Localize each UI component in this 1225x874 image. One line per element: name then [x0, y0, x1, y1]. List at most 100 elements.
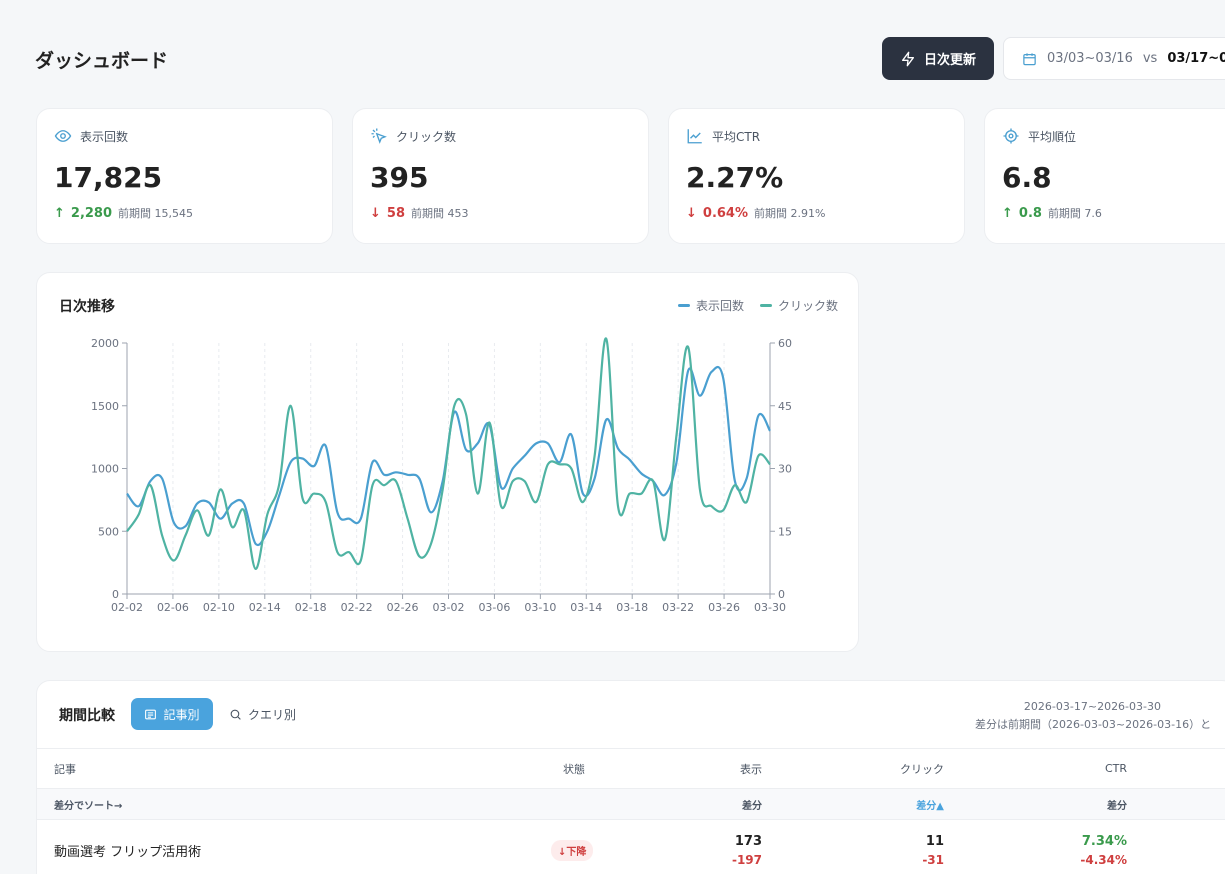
page-title: ダッシュボード [35, 50, 169, 72]
kpi-value: 6.8 [1002, 161, 1052, 194]
kpi-label: 平均CTR [712, 129, 761, 144]
x-tick-label: 03-26 [708, 601, 740, 614]
legend-swatch-impressions [677, 304, 690, 307]
table-date-range: 2026-03-17~2026-03-30 差分は前期間（2026-03-03~… [975, 698, 1225, 734]
kpi-delta: 58 [386, 205, 405, 221]
kpi-value: 395 [370, 161, 429, 194]
lightning-icon [901, 51, 914, 66]
cursor-click-icon [371, 128, 387, 144]
x-tick-label: 03-30 [754, 601, 786, 614]
table-subheader-row: 差分でソート→ 差分 差分▲ 差分 [37, 788, 1225, 820]
chart-legend: 表示回数 クリック数 [677, 297, 838, 314]
col-article[interactable]: 記事 [54, 762, 76, 776]
sort-impressions-diff[interactable]: 差分 [742, 800, 762, 812]
series-line-clicks [126, 337, 771, 571]
legend-swatch-clicks [759, 304, 772, 307]
x-tick-label: 03-18 [616, 601, 648, 614]
legend-label: 表示回数 [695, 299, 744, 313]
arrow-up-icon: ↑ [54, 205, 65, 221]
kpi-delta: 2,280 [70, 205, 113, 221]
search-icon [230, 709, 241, 720]
x-tick-label: 02-26 [387, 601, 419, 614]
sort-clicks-diff[interactable]: 差分▲ [916, 800, 944, 812]
y-left-tick-label: 0 [112, 588, 119, 601]
x-tick-label: 03-02 [433, 601, 465, 614]
period-comparison-card: 期間比較 記事別 クエリ別 2026-03-17~2026-03-30 差分は前… [36, 680, 1225, 874]
col-ctr[interactable]: CTR [1104, 762, 1127, 775]
list-icon [145, 709, 157, 719]
col-impressions[interactable]: 表示 [740, 762, 762, 776]
col-status[interactable]: 状態 [563, 762, 585, 776]
arrow-down-icon: ↓ [686, 205, 697, 221]
kpi-card-ctr: 平均CTR 2.27% ↓ 0.64% 前期間 2.91% [668, 108, 965, 244]
impressions-value: 173 [734, 833, 762, 849]
date-vs: vs [1142, 51, 1158, 66]
date-current: 03/17~03/ [1167, 51, 1225, 66]
ctr-value: 7.34% [1081, 833, 1127, 849]
tab-by-query[interactable]: クエリ別 [229, 698, 296, 730]
sort-by-diff[interactable]: 差分でソート→ [54, 800, 123, 812]
daily-update-label: 日次更新 [923, 53, 976, 68]
kpi-delta: 0.64% [702, 205, 749, 221]
kpi-prev: 前期間 453 [411, 207, 469, 220]
eye-icon [54, 130, 72, 142]
range-line-2: 差分は前期間（2026-03-03~2026-03-16）と [975, 718, 1212, 731]
row-clicks: 11 -31 [817, 820, 944, 874]
tab-label: クエリ別 [248, 707, 297, 722]
sort-ctr-diff[interactable]: 差分 [1107, 800, 1127, 812]
kpi-prev: 前期間 2.91% [754, 207, 826, 220]
x-tick-label: 03-22 [662, 601, 694, 614]
y-right-tick-label: 0 [778, 588, 785, 601]
date-prev: 03/03~03/16 [1047, 51, 1133, 66]
kpi-prev: 前期間 7.6 [1047, 207, 1102, 220]
legend-clicks: クリック数 [759, 297, 838, 314]
ctr-diff: -4.34% [1080, 852, 1127, 867]
daily-trend-chart: 02-02 02-06 02-10 02-14 02-18 02-22 02-26 03-02… [91, 337, 792, 614]
kpi-label: クリック数 [396, 129, 457, 144]
tab-label: 記事別 [163, 707, 200, 722]
trend-chart-icon [687, 129, 702, 144]
x-tick-label: 02-06 [157, 601, 189, 614]
kpi-label: 平均順位 [1028, 129, 1077, 144]
range-line-1: 2026-03-17~2026-03-30 [1023, 700, 1161, 713]
kpi-card-impressions: 表示回数 17,825 ↑ 2,280 前期間 15,545 [36, 108, 333, 244]
target-icon [1003, 128, 1019, 144]
kpi-value: 17,825 [54, 161, 163, 194]
tab-by-article[interactable]: 記事別 [131, 698, 213, 730]
kpi-delta: 0.8 [1018, 205, 1042, 221]
status-badge: ↓下降 [551, 839, 594, 861]
y-right-tick-label: 15 [778, 525, 792, 538]
kpi-card-clicks: クリック数 395 ↓ 58 前期間 453 [352, 108, 649, 244]
y-right-tick-label: 60 [778, 337, 792, 350]
row-impressions: 173 -197 [637, 820, 762, 874]
chart-title: 日次推移 [59, 299, 115, 315]
table-header-row: 記事 状態 表示 クリック CTR [37, 748, 1225, 788]
table-row[interactable]: 動画選考 フリップ活用術 ↓下降 173 -197 11 -31 7.34% -… [37, 820, 1225, 874]
clicks-diff: -31 [922, 852, 944, 867]
row-ctr: 7.34% -4.34% [997, 820, 1127, 874]
row-article-title[interactable]: 動画選考 フリップ活用術 [54, 844, 202, 860]
legend-label: クリック数 [777, 299, 838, 313]
date-range-picker[interactable]: 03/03~03/16 vs 03/17~03/ [1003, 37, 1225, 80]
kpi-prev: 前期間 15,545 [118, 207, 194, 220]
clicks-value: 11 [925, 833, 944, 849]
x-tick-label: 02-18 [295, 601, 327, 614]
y-right-tick-label: 45 [778, 400, 792, 413]
y-right-tick-label: 30 [778, 463, 792, 476]
arrow-down-icon: ↓ [370, 205, 381, 221]
kpi-label: 表示回数 [80, 129, 129, 144]
x-tick-label: 02-10 [203, 601, 235, 614]
legend-impressions: 表示回数 [677, 297, 744, 314]
y-left-tick-label: 1500 [91, 400, 119, 413]
y-left-tick-label: 500 [98, 525, 119, 538]
x-tick-label: 02-02 [111, 601, 143, 614]
arrow-up-icon: ↑ [1002, 205, 1013, 221]
impressions-diff: -197 [731, 852, 762, 867]
col-clicks[interactable]: クリック [900, 762, 944, 776]
x-tick-label: 03-10 [524, 601, 556, 614]
x-tick-label: 03-06 [478, 601, 510, 614]
table-title: 期間比較 [59, 708, 115, 724]
daily-update-button[interactable]: 日次更新 [882, 37, 994, 80]
y-left-tick-label: 2000 [91, 337, 119, 350]
kpi-value: 2.27% [686, 161, 784, 194]
